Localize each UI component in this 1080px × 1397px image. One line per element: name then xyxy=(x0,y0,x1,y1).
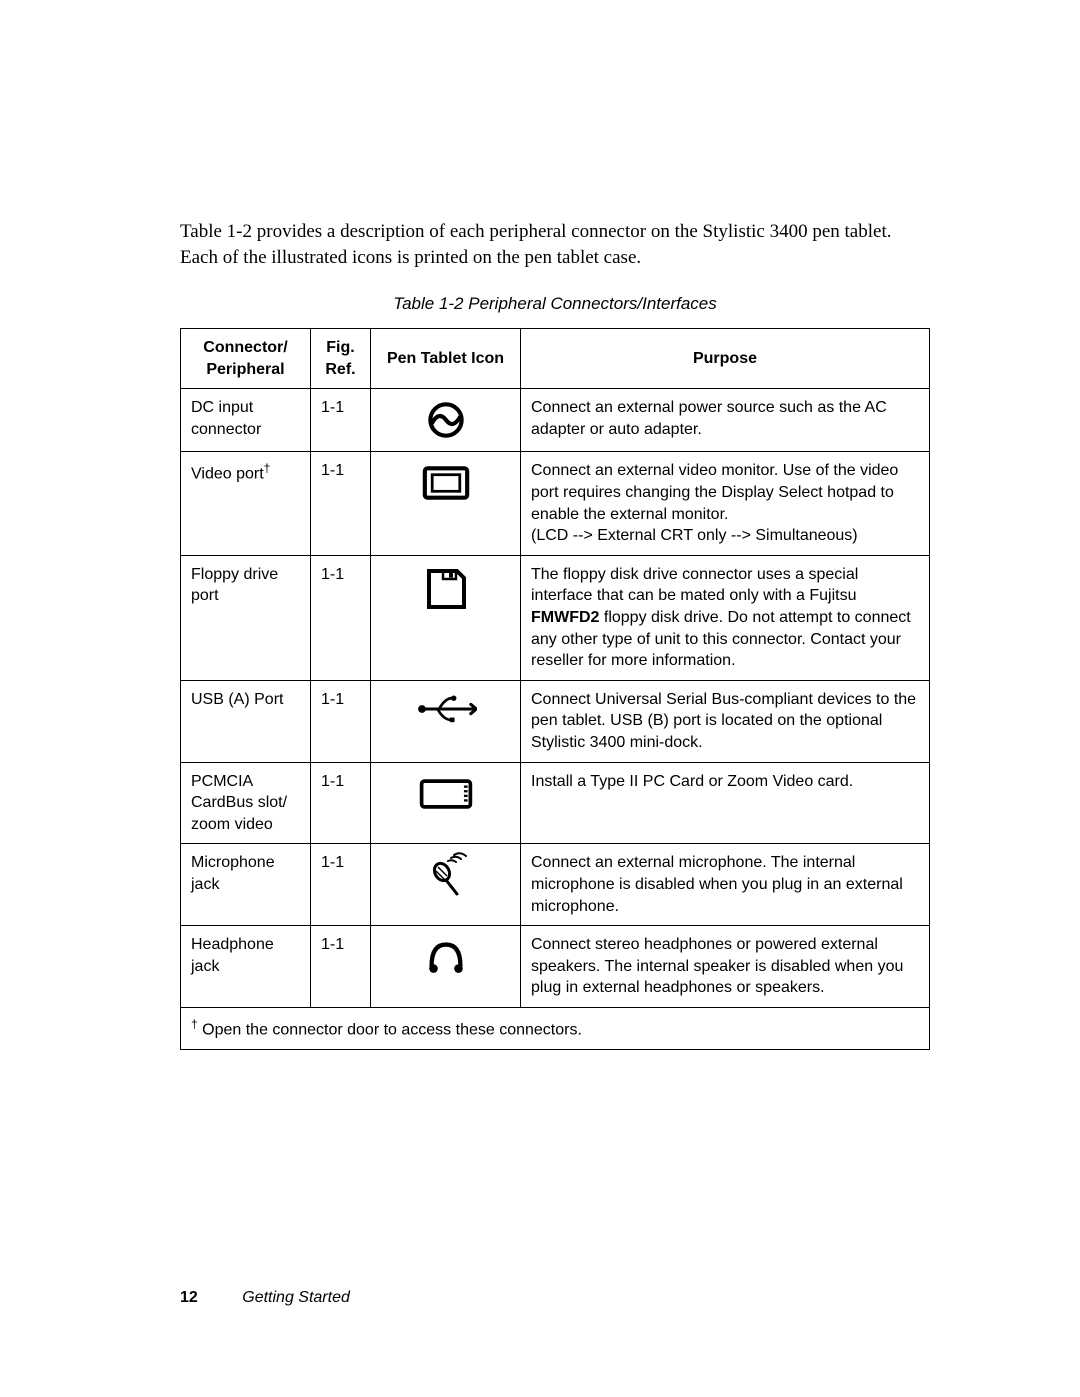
connector-name: PCMCIA CardBus slot/ zoom video xyxy=(181,762,311,844)
connector-name: Microphone jack xyxy=(181,844,311,926)
col-connector-l1: Connector/ xyxy=(203,339,287,356)
table-row: Floppy drive port1-1 The floppy disk driv… xyxy=(181,555,930,680)
fig-ref: 1-1 xyxy=(311,926,371,1008)
fig-ref: 1-1 xyxy=(311,762,371,844)
table-row: USB (A) Port1-1 Connect Universal Serial … xyxy=(181,680,930,762)
page: Table 1-2 provides a description of each… xyxy=(0,0,1080,1397)
connector-name: Headphone jack xyxy=(181,926,311,1008)
page-footer: 12 Getting Started xyxy=(180,1289,350,1307)
connector-name: DC input connector xyxy=(181,389,311,452)
table-row: PCMCIA CardBus slot/ zoom video1-1 Instal… xyxy=(181,762,930,844)
pen-tablet-icon xyxy=(371,762,521,844)
col-connector: Connector/ Peripheral xyxy=(181,329,311,389)
pen-tablet-icon xyxy=(371,680,521,762)
fig-ref: 1-1 xyxy=(311,389,371,452)
pen-tablet-icon xyxy=(371,555,521,680)
dagger-mark: † xyxy=(264,461,271,475)
section-title: Getting Started xyxy=(242,1289,350,1306)
dagger-mark: † xyxy=(191,1017,198,1031)
pen-tablet-icon xyxy=(371,926,521,1008)
connector-name: Video port† xyxy=(181,452,311,555)
purpose-text: Connect Universal Serial Bus-compliant d… xyxy=(521,680,930,762)
table-body: DC input connector1-1Connect an external… xyxy=(181,389,930,1049)
intro-paragraph: Table 1-2 provides a description of each… xyxy=(180,219,930,270)
table-header-row: Connector/ Peripheral Fig. Ref. Pen Tabl… xyxy=(181,329,930,389)
table-footnote: † Open the connector door to access thes… xyxy=(181,1007,930,1049)
purpose-text: Connect stereo headphones or powered ext… xyxy=(521,926,930,1008)
fig-ref: 1-1 xyxy=(311,680,371,762)
col-figref: Fig. Ref. xyxy=(311,329,371,389)
page-number: 12 xyxy=(180,1289,198,1306)
table-footnote-row: † Open the connector door to access thes… xyxy=(181,1007,930,1049)
purpose-text: Connect an external power source such as… xyxy=(521,389,930,452)
table-row: DC input connector1-1 Connect an external… xyxy=(181,389,930,452)
connector-name: Floppy drive port xyxy=(181,555,311,680)
purpose-text: Connect an external microphone. The inte… xyxy=(521,844,930,926)
pen-tablet-icon xyxy=(371,389,521,452)
purpose-text: The floppy disk drive connector uses a s… xyxy=(521,555,930,680)
col-purpose: Purpose xyxy=(521,329,930,389)
col-icon: Pen Tablet Icon xyxy=(371,329,521,389)
col-figref-l1: Fig. xyxy=(326,339,354,356)
col-connector-l2: Peripheral xyxy=(206,361,284,378)
purpose-text: Install a Type II PC Card or Zoom Video … xyxy=(521,762,930,844)
table-row: Microphone jack1-1 Connect an external mi… xyxy=(181,844,930,926)
fig-ref: 1-1 xyxy=(311,452,371,555)
fig-ref: 1-1 xyxy=(311,844,371,926)
purpose-text: Connect an external video monitor. Use o… xyxy=(521,452,930,555)
pen-tablet-icon xyxy=(371,452,521,555)
table-row: Headphone jack1-1 Connect stereo headphon… xyxy=(181,926,930,1008)
pen-tablet-icon xyxy=(371,844,521,926)
fig-ref: 1-1 xyxy=(311,555,371,680)
connector-name: USB (A) Port xyxy=(181,680,311,762)
col-figref-l2: Ref. xyxy=(325,361,355,378)
connectors-table: Connector/ Peripheral Fig. Ref. Pen Tabl… xyxy=(180,328,930,1050)
table-row: Video port†1-1 Connect an external video … xyxy=(181,452,930,555)
table-caption: Table 1-2 Peripheral Connectors/Interfac… xyxy=(180,294,930,314)
